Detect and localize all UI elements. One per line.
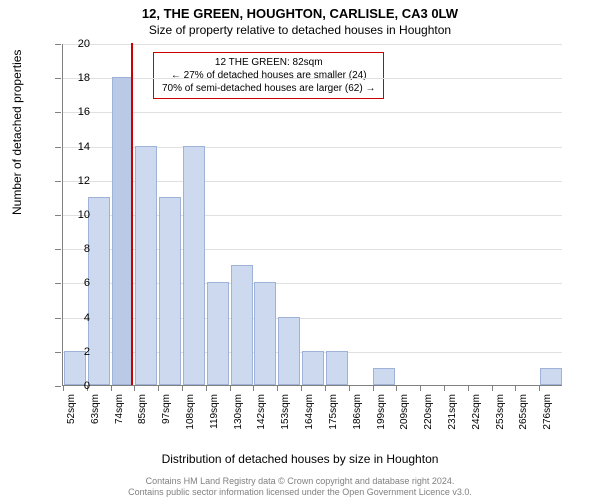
x-tick-label: 276sqm <box>542 394 553 444</box>
histogram-bar <box>207 282 229 385</box>
x-tick-label: 242sqm <box>471 394 482 444</box>
x-tick-label: 153sqm <box>280 394 291 444</box>
x-tick-label: 85sqm <box>137 394 148 444</box>
marker-line <box>131 43 133 385</box>
x-tick <box>373 385 374 391</box>
x-tick <box>444 385 445 391</box>
y-tick-label: 8 <box>60 243 90 255</box>
x-tick <box>492 385 493 391</box>
histogram-bar <box>183 146 205 385</box>
x-tick <box>396 385 397 391</box>
annotation-line3: 70% of semi-detached houses are larger (… <box>162 82 375 95</box>
gridline-h <box>63 112 562 113</box>
footer-line2: Contains public sector information licen… <box>0 487 600 498</box>
x-tick-label: 253sqm <box>495 394 506 444</box>
x-tick-label: 231sqm <box>447 394 458 444</box>
x-tick <box>182 385 183 391</box>
chart-subtitle: Size of property relative to detached ho… <box>0 21 600 37</box>
histogram-bar <box>88 197 110 385</box>
annotation-box: 12 THE GREEN: 82sqm ← 27% of detached ho… <box>153 52 384 99</box>
y-tick-label: 2 <box>60 346 90 358</box>
histogram-bar <box>326 351 348 385</box>
x-tick-label: 74sqm <box>114 394 125 444</box>
plot-area: 12 THE GREEN: 82sqm ← 27% of detached ho… <box>62 44 562 386</box>
x-tick <box>539 385 540 391</box>
histogram-bar <box>254 282 276 385</box>
chart-title: 12, THE GREEN, HOUGHTON, CARLISLE, CA3 0… <box>0 0 600 21</box>
y-tick-label: 10 <box>60 209 90 221</box>
histogram-bar <box>540 368 562 385</box>
x-tick <box>111 385 112 391</box>
y-tick-label: 12 <box>60 175 90 187</box>
x-tick-label: 119sqm <box>209 394 220 444</box>
chart-container: 12, THE GREEN, HOUGHTON, CARLISLE, CA3 0… <box>0 0 600 500</box>
annotation-line1: 12 THE GREEN: 82sqm <box>162 56 375 69</box>
y-tick-label: 0 <box>60 380 90 392</box>
x-tick-label: 142sqm <box>256 394 267 444</box>
y-tick-label: 6 <box>60 277 90 289</box>
x-tick <box>277 385 278 391</box>
x-tick-label: 164sqm <box>304 394 315 444</box>
x-tick <box>468 385 469 391</box>
histogram-bar <box>231 265 253 385</box>
x-tick <box>158 385 159 391</box>
x-tick <box>230 385 231 391</box>
annotation-line2: ← 27% of detached houses are smaller (24… <box>162 69 375 82</box>
x-tick-label: 186sqm <box>352 394 363 444</box>
x-tick <box>420 385 421 391</box>
footer: Contains HM Land Registry data © Crown c… <box>0 476 600 498</box>
histogram-bar <box>302 351 324 385</box>
y-tick-label: 18 <box>60 72 90 84</box>
x-tick-label: 108sqm <box>185 394 196 444</box>
x-tick <box>301 385 302 391</box>
x-tick <box>515 385 516 391</box>
y-tick-label: 4 <box>60 312 90 324</box>
histogram-bar <box>159 197 181 385</box>
x-tick <box>134 385 135 391</box>
x-tick-label: 63sqm <box>90 394 101 444</box>
x-tick-label: 220sqm <box>423 394 434 444</box>
x-tick <box>206 385 207 391</box>
y-tick-label: 14 <box>60 141 90 153</box>
x-tick <box>349 385 350 391</box>
y-axis-label: Number of detached properties <box>10 50 24 215</box>
histogram-bar <box>278 317 300 385</box>
footer-line1: Contains HM Land Registry data © Crown c… <box>0 476 600 487</box>
x-tick-label: 130sqm <box>233 394 244 444</box>
x-tick-label: 199sqm <box>376 394 387 444</box>
x-tick <box>325 385 326 391</box>
x-tick-label: 52sqm <box>66 394 77 444</box>
histogram-bar <box>135 146 157 385</box>
x-tick-label: 175sqm <box>328 394 339 444</box>
histogram-bar <box>373 368 395 385</box>
x-tick <box>253 385 254 391</box>
x-axis-label: Distribution of detached houses by size … <box>0 452 600 466</box>
x-tick-label: 265sqm <box>518 394 529 444</box>
gridline-h <box>63 44 562 45</box>
y-tick-label: 20 <box>60 38 90 50</box>
x-tick-label: 209sqm <box>399 394 410 444</box>
gridline-h <box>63 78 562 79</box>
x-tick-label: 97sqm <box>161 394 172 444</box>
y-tick-label: 16 <box>60 106 90 118</box>
